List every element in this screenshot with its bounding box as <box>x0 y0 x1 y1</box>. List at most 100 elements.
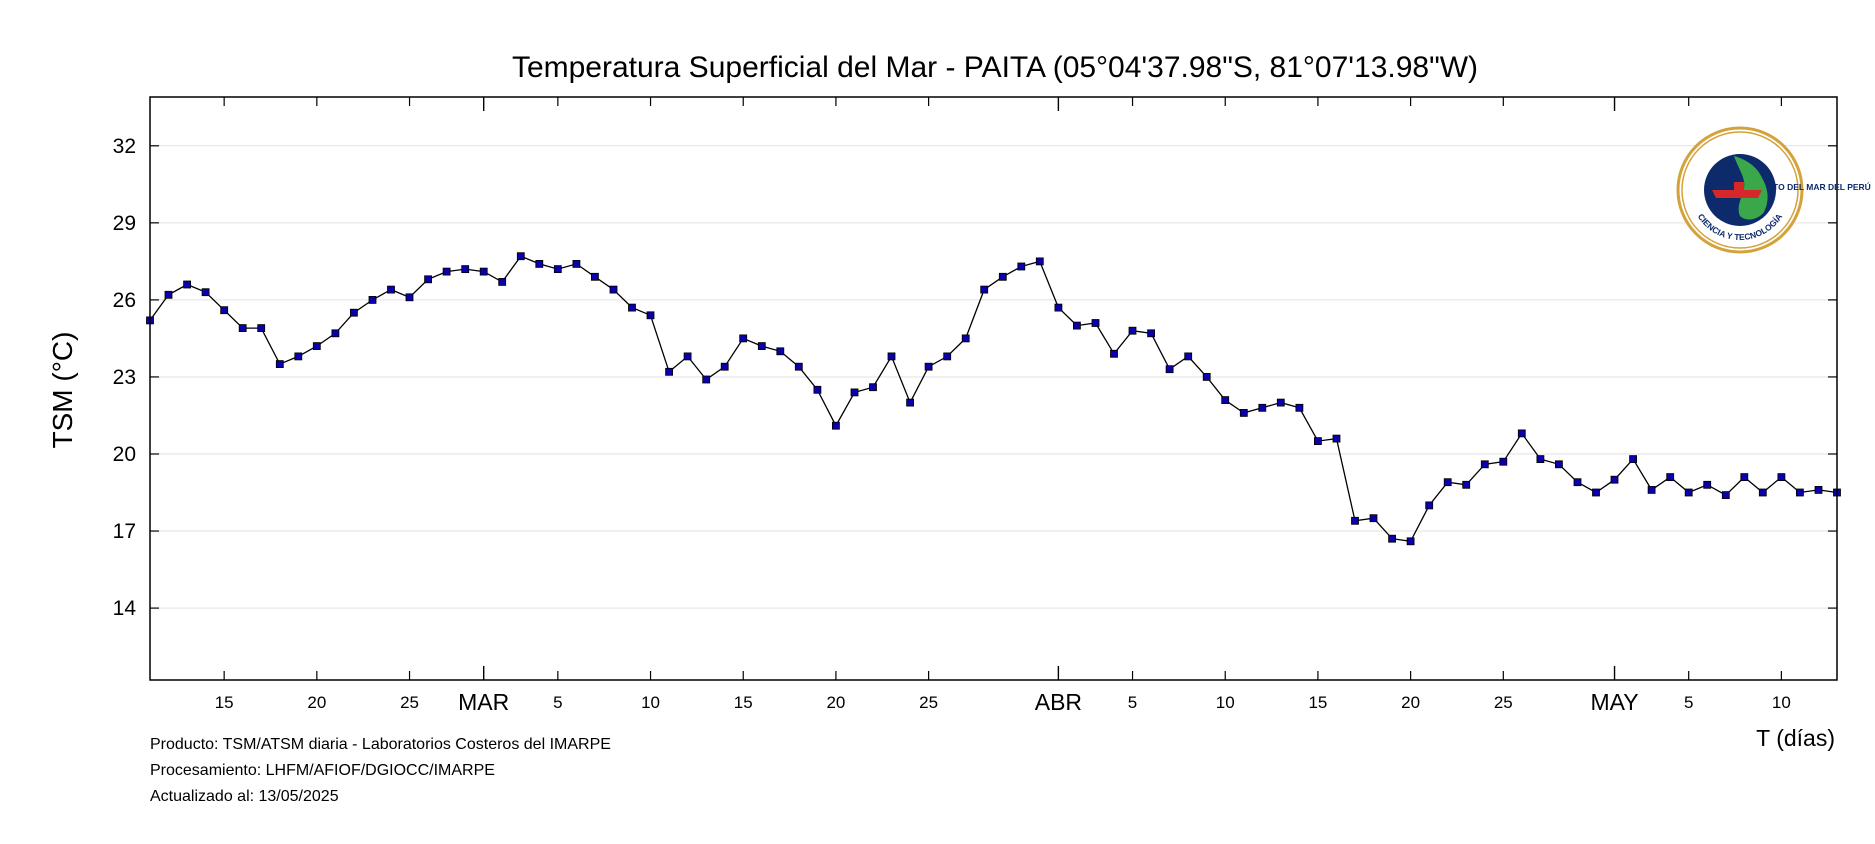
data-point <box>1221 396 1230 405</box>
data-point <box>702 375 711 384</box>
y-tick-label: 23 <box>113 366 136 389</box>
data-point <box>553 265 562 274</box>
data-point <box>1091 319 1100 327</box>
data-point <box>461 265 470 274</box>
data-point <box>1647 485 1656 494</box>
data-point <box>1388 534 1396 543</box>
data-point <box>1499 457 1508 466</box>
data-point <box>1165 365 1174 374</box>
x-tick-label: 25 <box>1494 693 1513 712</box>
data-point <box>479 267 488 276</box>
data-point <box>1703 480 1712 489</box>
data-point <box>331 329 340 338</box>
data-point <box>1610 475 1619 484</box>
data-point <box>572 259 581 268</box>
data-point <box>1128 326 1137 335</box>
data-point <box>1369 514 1378 523</box>
data-point <box>776 347 785 356</box>
data-point <box>1239 408 1248 417</box>
data-point <box>312 342 321 351</box>
data-point <box>1425 501 1434 510</box>
data-point <box>591 272 599 281</box>
y-tick-label: 14 <box>113 597 137 620</box>
y-tick-label: 29 <box>113 212 136 235</box>
data-point <box>1462 480 1471 489</box>
x-tick-label: 15 <box>215 693 234 712</box>
x-month-label: ABR <box>1035 689 1082 715</box>
series-line <box>149 255 1838 543</box>
data-point <box>1555 460 1563 469</box>
data-point <box>1796 488 1804 497</box>
data-point <box>720 362 729 371</box>
data-point <box>294 352 303 361</box>
footer-actualizado: Actualizado al: 13/05/2025 <box>150 788 339 805</box>
data-point <box>1184 352 1193 361</box>
x-tick-label: 20 <box>826 693 845 712</box>
data-point <box>998 272 1007 281</box>
chart-title: Temperatura Superficial del Mar - PAITA … <box>512 51 1478 84</box>
x-tick-label: 20 <box>307 693 326 712</box>
x-tick-label: 25 <box>919 693 938 712</box>
y-tick-label: 32 <box>113 135 136 158</box>
x-month-label: MAY <box>1590 689 1638 715</box>
data-point <box>683 352 692 361</box>
y-tick-label: 20 <box>113 443 136 466</box>
data-point <box>1351 516 1359 525</box>
data-point <box>405 293 414 302</box>
data-point <box>275 360 284 369</box>
data-point <box>665 367 673 376</box>
data-point <box>1202 372 1211 381</box>
data-point <box>201 288 210 297</box>
data-point <box>1332 434 1341 443</box>
data-point <box>794 362 803 371</box>
data-point <box>1258 403 1267 412</box>
y-axis-ticks: 14 17 20 23 26 29 32 <box>113 135 1837 620</box>
data-point <box>1073 321 1081 330</box>
data-point <box>220 306 229 315</box>
x-tick-label: 5 <box>553 693 562 712</box>
data-point <box>1573 478 1582 487</box>
data-point <box>924 362 933 371</box>
data-point <box>516 252 525 261</box>
data-point <box>887 352 896 361</box>
data-point <box>628 303 636 312</box>
seal-ring-text-top: INSTITUTO DEL MAR DEL PERÚ <box>1740 181 1871 192</box>
data-point <box>164 290 173 299</box>
data-point <box>869 383 877 392</box>
data-point <box>1666 473 1675 482</box>
data-point <box>961 334 970 343</box>
data-point <box>739 334 748 343</box>
x-month-label: MAR <box>458 689 509 715</box>
data-point <box>1814 485 1823 494</box>
data-point <box>1110 349 1118 358</box>
data-point <box>498 277 507 286</box>
data-point <box>257 324 266 333</box>
series-markers <box>146 252 1841 546</box>
data-point <box>368 295 377 304</box>
y-tick-label: 26 <box>113 289 136 312</box>
data-point <box>1480 460 1489 469</box>
data-point <box>1684 488 1693 497</box>
y-tick-label: 17 <box>113 520 136 543</box>
data-point <box>424 275 433 284</box>
data-point <box>1443 478 1452 487</box>
x-tick-label: 10 <box>1772 693 1791 712</box>
data-point <box>1295 403 1304 412</box>
data-point <box>1035 257 1044 266</box>
x-tick-label: 5 <box>1684 693 1693 712</box>
data-point <box>906 398 914 407</box>
x-tick-label: 15 <box>734 693 753 712</box>
data-point <box>1017 262 1026 271</box>
data-point <box>387 285 395 294</box>
data-point <box>1777 473 1786 482</box>
data-point <box>1314 437 1322 446</box>
data-point <box>1536 455 1545 464</box>
footer-procesamiento: Procesamiento: LHFM/AFIOF/DGIOCC/IMARPE <box>150 762 495 779</box>
data-point <box>1517 429 1526 438</box>
data-point <box>980 285 989 294</box>
plot-frame <box>149 96 1838 681</box>
data-point <box>442 267 451 276</box>
y-axis-label: TSM (°C) <box>47 332 78 449</box>
data-point <box>1592 488 1600 497</box>
